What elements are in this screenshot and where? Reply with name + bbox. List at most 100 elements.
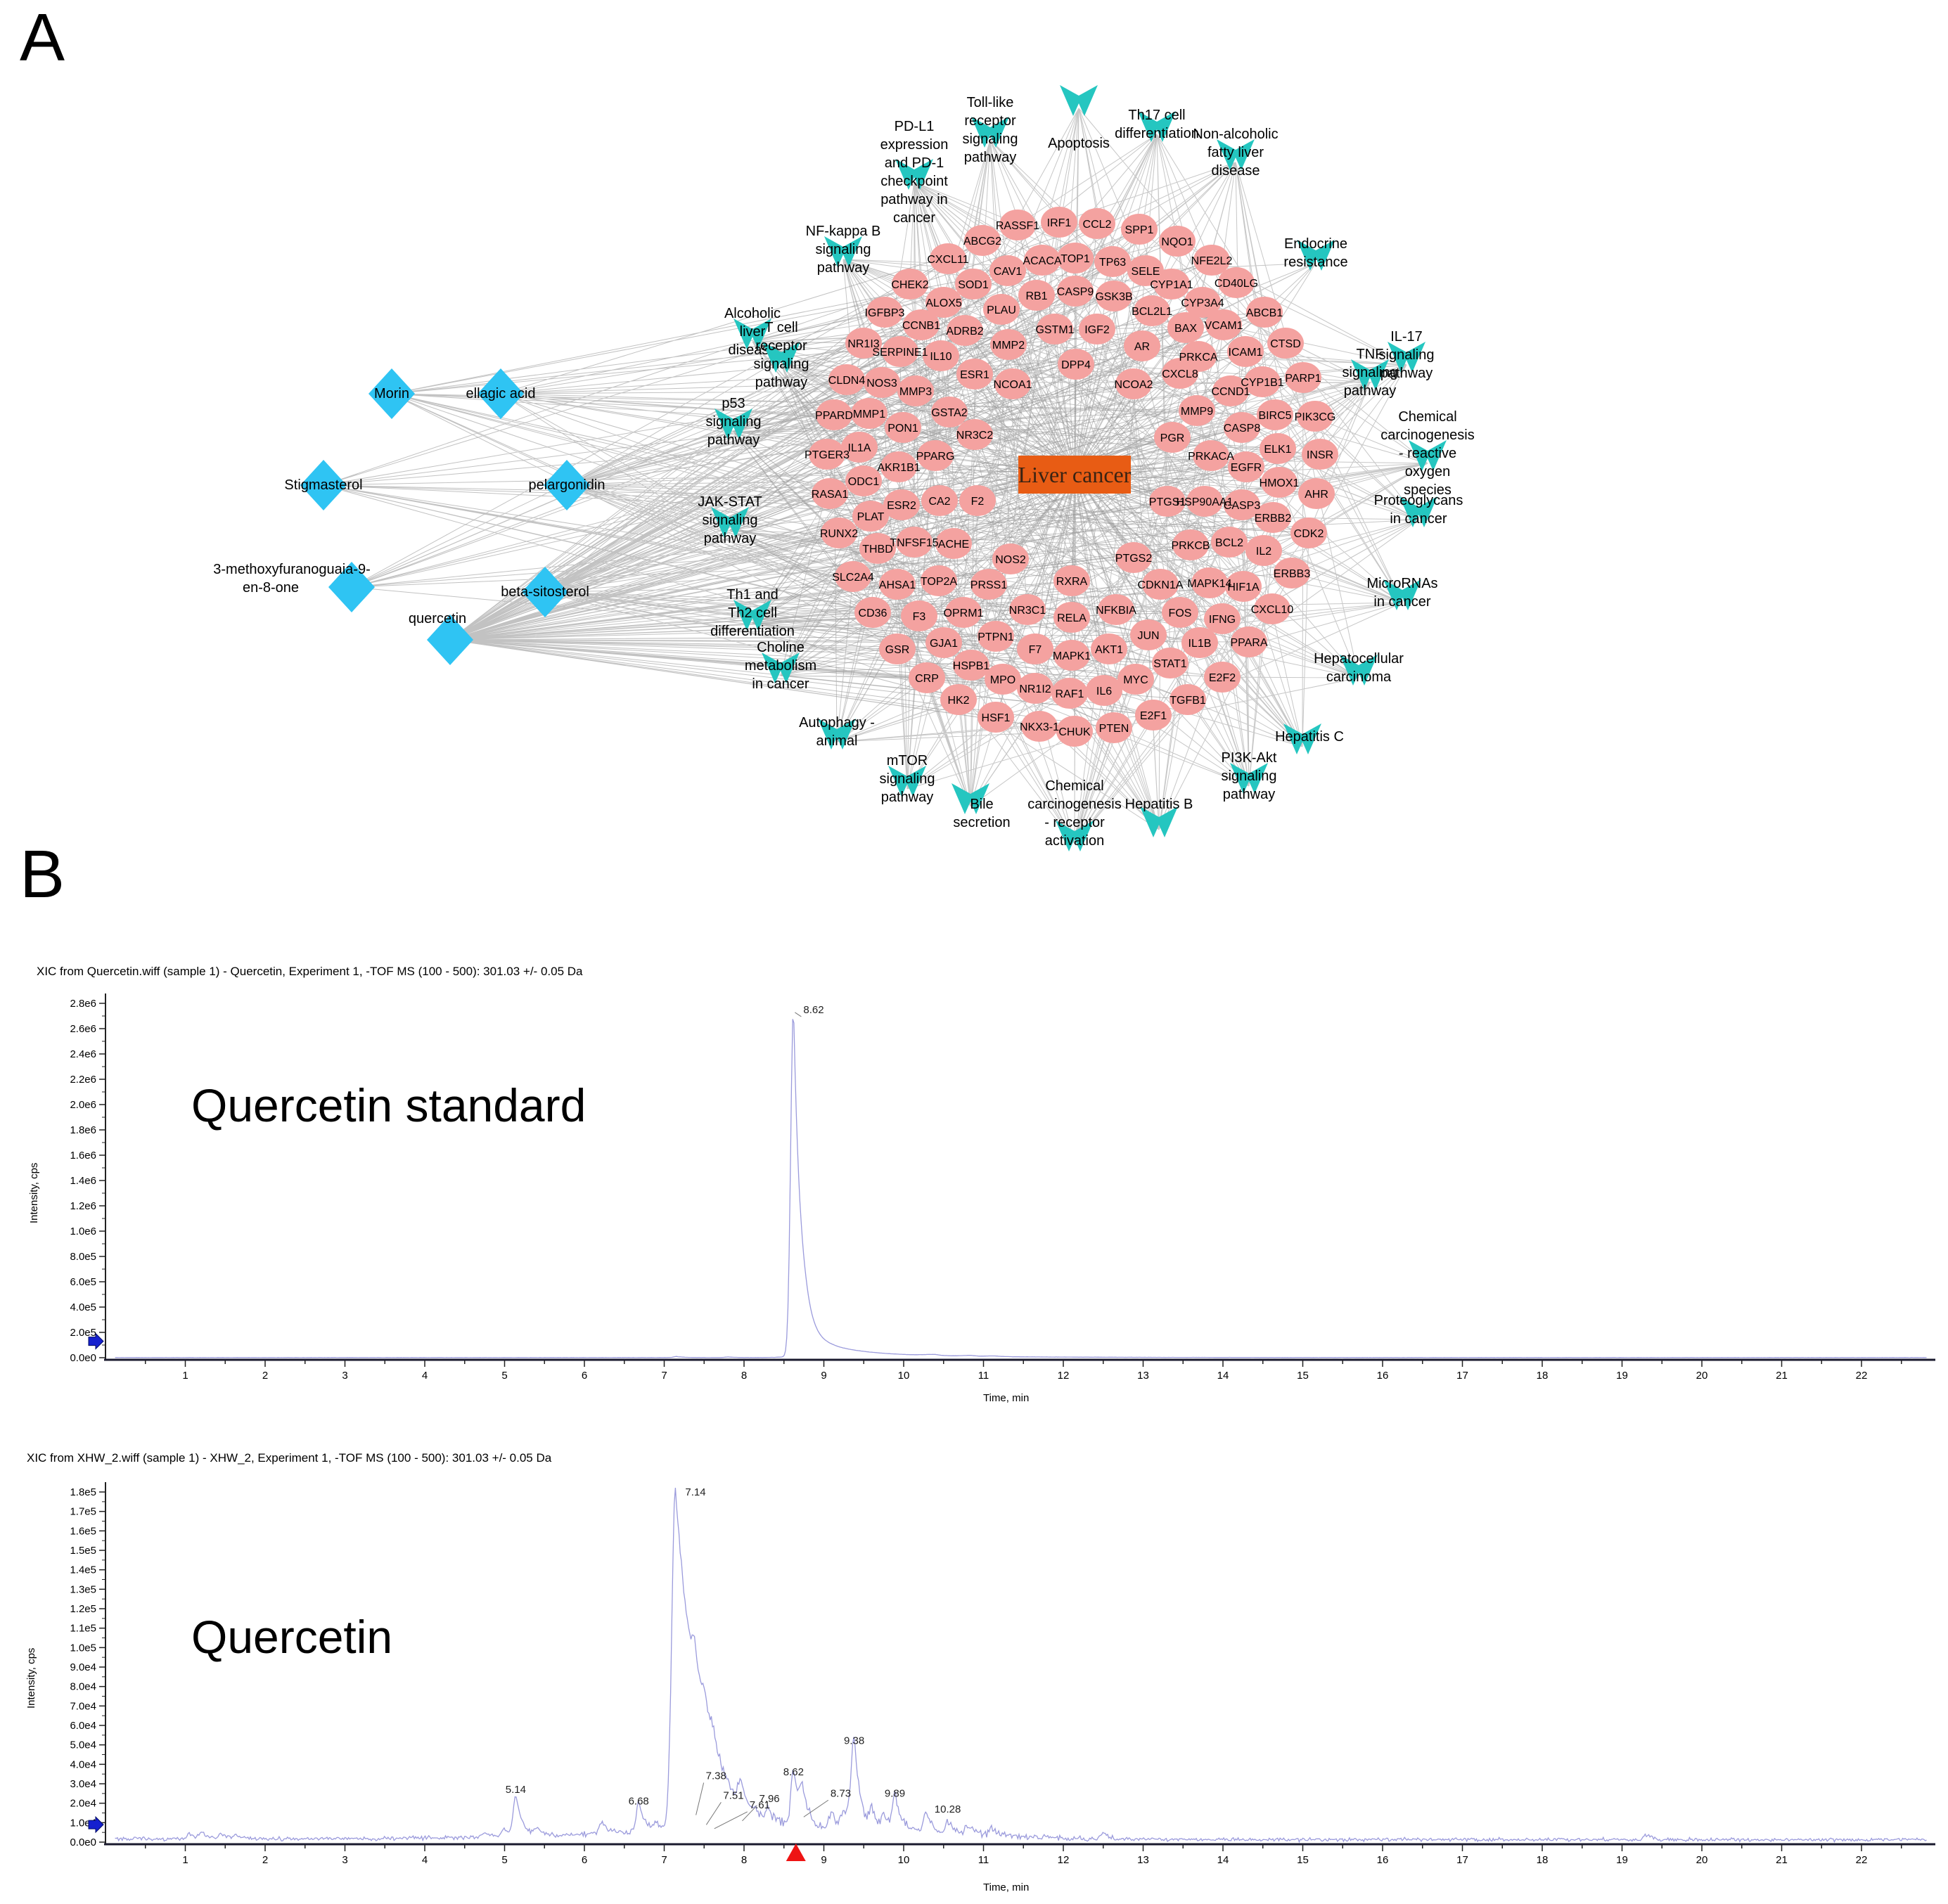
y-tick-label: 0.0e0 bbox=[70, 1837, 96, 1848]
gene-node-MYC bbox=[1117, 664, 1154, 695]
chromatogram-trace bbox=[115, 1487, 1927, 1844]
gene-node-JUN bbox=[1130, 619, 1167, 650]
gene-label-PTPN1: PTPN1 bbox=[978, 631, 1014, 643]
gene-label-MPO: MPO bbox=[990, 674, 1015, 686]
gene-label-TOP1: TOP1 bbox=[1060, 253, 1090, 265]
gene-label-RASA1: RASA1 bbox=[812, 489, 849, 501]
gene-node-PPARA bbox=[1231, 626, 1267, 657]
gene-node-GSR bbox=[879, 633, 916, 664]
gene-node-MMP2 bbox=[990, 329, 1027, 360]
gene-node-MMP9 bbox=[1179, 395, 1215, 426]
gene-node-F3 bbox=[901, 600, 937, 631]
gene-label-CDKN1A: CDKN1A bbox=[1138, 579, 1184, 591]
x-tick-label: 18 bbox=[1537, 1370, 1549, 1382]
y-tick-label: 0.0e0 bbox=[70, 1352, 96, 1364]
x-tick-label: 11 bbox=[978, 1854, 989, 1866]
pathway-label: disease bbox=[1212, 163, 1260, 179]
gene-label-ABCG2: ABCG2 bbox=[963, 236, 1001, 247]
gene-node-SLC2A4 bbox=[835, 561, 871, 592]
gene-node-RASSF1 bbox=[999, 210, 1036, 240]
x-tick-label: 17 bbox=[1456, 1854, 1468, 1866]
pathway-label: and PD-1 bbox=[885, 155, 944, 171]
gene-node-CXCL8 bbox=[1162, 358, 1198, 389]
gene-label-MMP3: MMP3 bbox=[899, 386, 932, 398]
gene-node-NOS2 bbox=[992, 543, 1029, 574]
gene-node-INSR bbox=[1302, 439, 1338, 470]
pathway-label: carcinogenesis bbox=[1027, 797, 1121, 812]
pathway-label: JAK-STAT bbox=[698, 494, 762, 510]
gene-label-RXRA: RXRA bbox=[1056, 576, 1088, 588]
y-tick-label: 1.8e6 bbox=[70, 1124, 96, 1136]
gene-label-FOS: FOS bbox=[1169, 607, 1192, 619]
gene-label-PARP1: PARP1 bbox=[1285, 373, 1321, 385]
gene-node-NCOA2 bbox=[1115, 368, 1152, 399]
pathway-label: pathway bbox=[817, 260, 870, 276]
gene-label-CCL2: CCL2 bbox=[1083, 219, 1112, 231]
gene-node-PTPN1 bbox=[978, 621, 1014, 652]
center-node-liver-cancer bbox=[1018, 456, 1131, 494]
pathway-label: Toll-like bbox=[967, 95, 1014, 110]
pathway-label: pathway bbox=[704, 531, 757, 546]
pathway-label: pathway bbox=[1344, 383, 1397, 399]
pathway-label: differentiation bbox=[1115, 126, 1199, 141]
gene-label-IRF1: IRF1 bbox=[1047, 217, 1072, 229]
gene-node-ACHE bbox=[935, 528, 972, 559]
pathway-label: fatty liver bbox=[1207, 145, 1264, 160]
gene-node-ELK1 bbox=[1260, 433, 1296, 464]
pathway-node-th1-and-th2-cell-differentiation bbox=[733, 600, 771, 631]
pathway-label: cancer bbox=[893, 210, 935, 226]
gene-node-PTGS1 bbox=[1149, 486, 1186, 517]
chart1-title: XIC from Quercetin.wiff (sample 1) - Que… bbox=[37, 965, 583, 978]
pathway-label: TNF bbox=[1357, 347, 1384, 362]
y-tick-label: 1.4e6 bbox=[70, 1175, 96, 1187]
x-tick-label: 21 bbox=[1776, 1854, 1788, 1866]
gene-node-HK2 bbox=[940, 684, 977, 715]
gene-label-SLC2A4: SLC2A4 bbox=[832, 572, 874, 584]
gene-node-THBD bbox=[859, 533, 896, 564]
gene-label-CHEK2: CHEK2 bbox=[891, 279, 928, 291]
gene-label-NFE2L2: NFE2L2 bbox=[1191, 255, 1233, 267]
gene-node-NR1I3 bbox=[845, 328, 882, 359]
y-tick-label: 4.0e5 bbox=[70, 1301, 96, 1313]
pathway-node-chemical-carcinogenesis-reactive-oxygen-species bbox=[1409, 440, 1447, 471]
gene-label-PRKCA: PRKCA bbox=[1179, 352, 1217, 364]
pathway-node-nf-kappa-b-signaling-pathway bbox=[824, 236, 862, 267]
x-tick-label: 7 bbox=[661, 1370, 667, 1382]
gene-node-TP63 bbox=[1094, 246, 1131, 277]
pathway-label: in cancer bbox=[752, 676, 809, 692]
gene-node-GSTA2 bbox=[931, 397, 968, 427]
pathway-label: pathway bbox=[1223, 787, 1276, 802]
gene-node-PRKCB bbox=[1172, 529, 1209, 560]
x-tick-label: 16 bbox=[1377, 1370, 1389, 1382]
gene-label-BCL2L1: BCL2L1 bbox=[1132, 306, 1172, 318]
pathway-label: in cancer bbox=[1373, 594, 1430, 610]
compound-label: Stigmasterol bbox=[284, 477, 362, 493]
gene-node-CHUK bbox=[1056, 716, 1093, 747]
gene-node-RELA bbox=[1053, 602, 1090, 633]
pathway-label: - reactive bbox=[1399, 446, 1456, 461]
pathway-label: Hepatitis B bbox=[1125, 797, 1193, 812]
y-tick-label: 5.0e4 bbox=[70, 1739, 96, 1751]
gene-node-PLAT bbox=[852, 501, 889, 532]
pathway-label: oxygen bbox=[1405, 464, 1451, 480]
gene-node-CD40LG bbox=[1218, 267, 1255, 298]
compound-label: 3-methoxyfuranoguaia-9- bbox=[213, 562, 370, 577]
pathway-label: expression bbox=[880, 137, 949, 153]
gene-node-CDKN1A bbox=[1142, 569, 1179, 600]
y-tick-label: 1.3e5 bbox=[70, 1583, 96, 1595]
gene-label-PLAU: PLAU bbox=[987, 304, 1016, 316]
chromatogram-standard: 1 2 3 4 5 6 7 8 9 10 11 12 13 14 15 16 17 18 19 20 21 220.0e0… bbox=[70, 993, 1935, 1382]
gene-label-PTGER3: PTGER3 bbox=[805, 449, 850, 461]
gene-node-CCL2 bbox=[1079, 208, 1115, 239]
gene-label-CYP1B1: CYP1B1 bbox=[1241, 377, 1283, 389]
gene-node-ALOX5 bbox=[925, 287, 962, 318]
x-tick-label: 4 bbox=[422, 1370, 428, 1382]
pathway-label: secretion bbox=[953, 815, 1010, 830]
gene-node-ERBB2 bbox=[1255, 502, 1291, 533]
pathway-label: signaling bbox=[706, 414, 762, 430]
pathway-label: signaling bbox=[703, 513, 758, 528]
gene-label-BIRC5: BIRC5 bbox=[1258, 410, 1291, 422]
center-node-label: Liver cancer bbox=[1018, 462, 1132, 487]
y-tick-label: 7.0e4 bbox=[70, 1700, 96, 1712]
gene-label-CCND1: CCND1 bbox=[1211, 386, 1250, 398]
